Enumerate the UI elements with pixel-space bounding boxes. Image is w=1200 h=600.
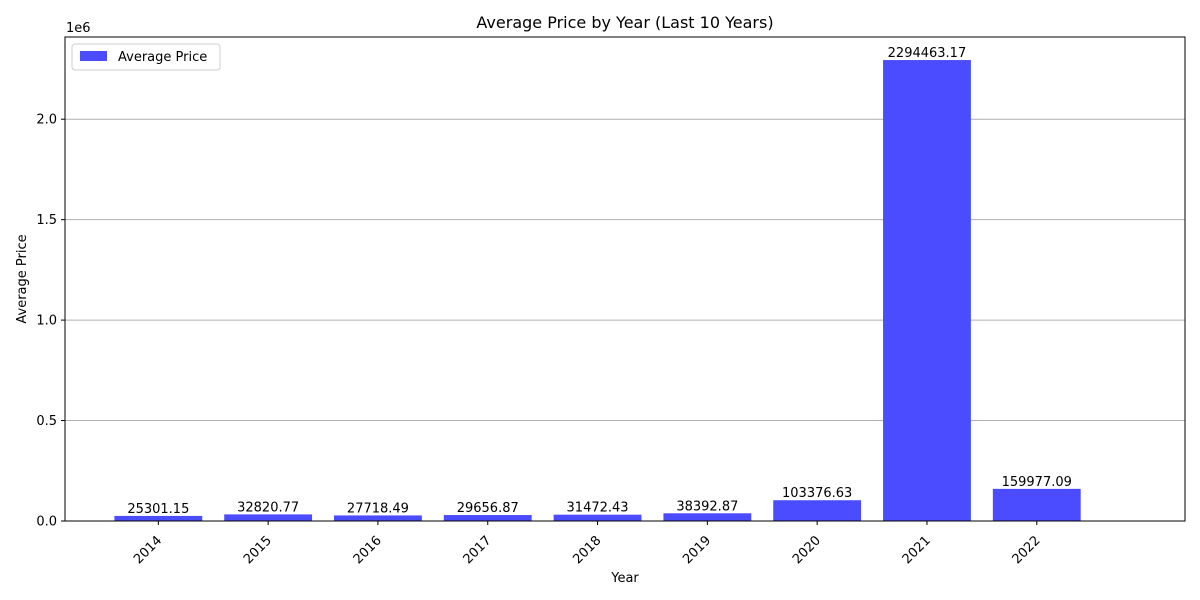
x-axis-label: Year bbox=[610, 571, 639, 586]
bar-value-labels: 25301.15 32820.77 27718.49 29656.87 31472.43… bbox=[127, 46, 1072, 517]
bar bbox=[663, 513, 752, 521]
bars bbox=[114, 60, 1081, 522]
y-axis-label: Average Price bbox=[15, 234, 30, 323]
bar bbox=[992, 488, 1081, 521]
plot-frame bbox=[64, 36, 1186, 522]
bar-value-label: 2294463.17 bbox=[888, 46, 967, 61]
bar-value-label: 38392.87 bbox=[676, 499, 738, 514]
bar-value-label: 32820.77 bbox=[237, 500, 299, 515]
bar-value-label: 31472.43 bbox=[567, 501, 629, 516]
bar-value-label: 159977.09 bbox=[1002, 475, 1072, 490]
chart-title: Average Price by Year (Last 10 Years) bbox=[476, 13, 773, 32]
gridlines bbox=[65, 118, 1185, 422]
bar bbox=[883, 60, 971, 522]
legend-swatch bbox=[80, 51, 107, 61]
bar bbox=[114, 515, 203, 521]
y-tick-label: 1.5 bbox=[36, 213, 57, 228]
bar-value-label: 27718.49 bbox=[347, 501, 409, 516]
bar bbox=[224, 514, 313, 521]
y-tick-label: 1.0 bbox=[36, 314, 57, 329]
bar bbox=[443, 515, 532, 521]
bar bbox=[773, 500, 862, 521]
bar bbox=[334, 515, 422, 521]
bar-value-label: 25301.15 bbox=[127, 502, 189, 517]
y-axis-ticks: 0.0 0.5 1.0 1.5 2.0 bbox=[36, 113, 65, 530]
y-tick-label: 2.0 bbox=[36, 113, 57, 128]
y-tick-label: 0.5 bbox=[36, 414, 57, 429]
bar-value-label: 29656.87 bbox=[457, 501, 519, 516]
legend: Average Price bbox=[71, 43, 221, 71]
legend-box bbox=[71, 43, 221, 71]
legend-label: Average Price bbox=[118, 50, 207, 65]
y-axis-multiplier: 1e6 bbox=[66, 21, 91, 36]
bar bbox=[553, 514, 642, 521]
y-tick-label: 0.0 bbox=[36, 515, 57, 530]
bar-value-label: 103376.63 bbox=[782, 486, 852, 501]
